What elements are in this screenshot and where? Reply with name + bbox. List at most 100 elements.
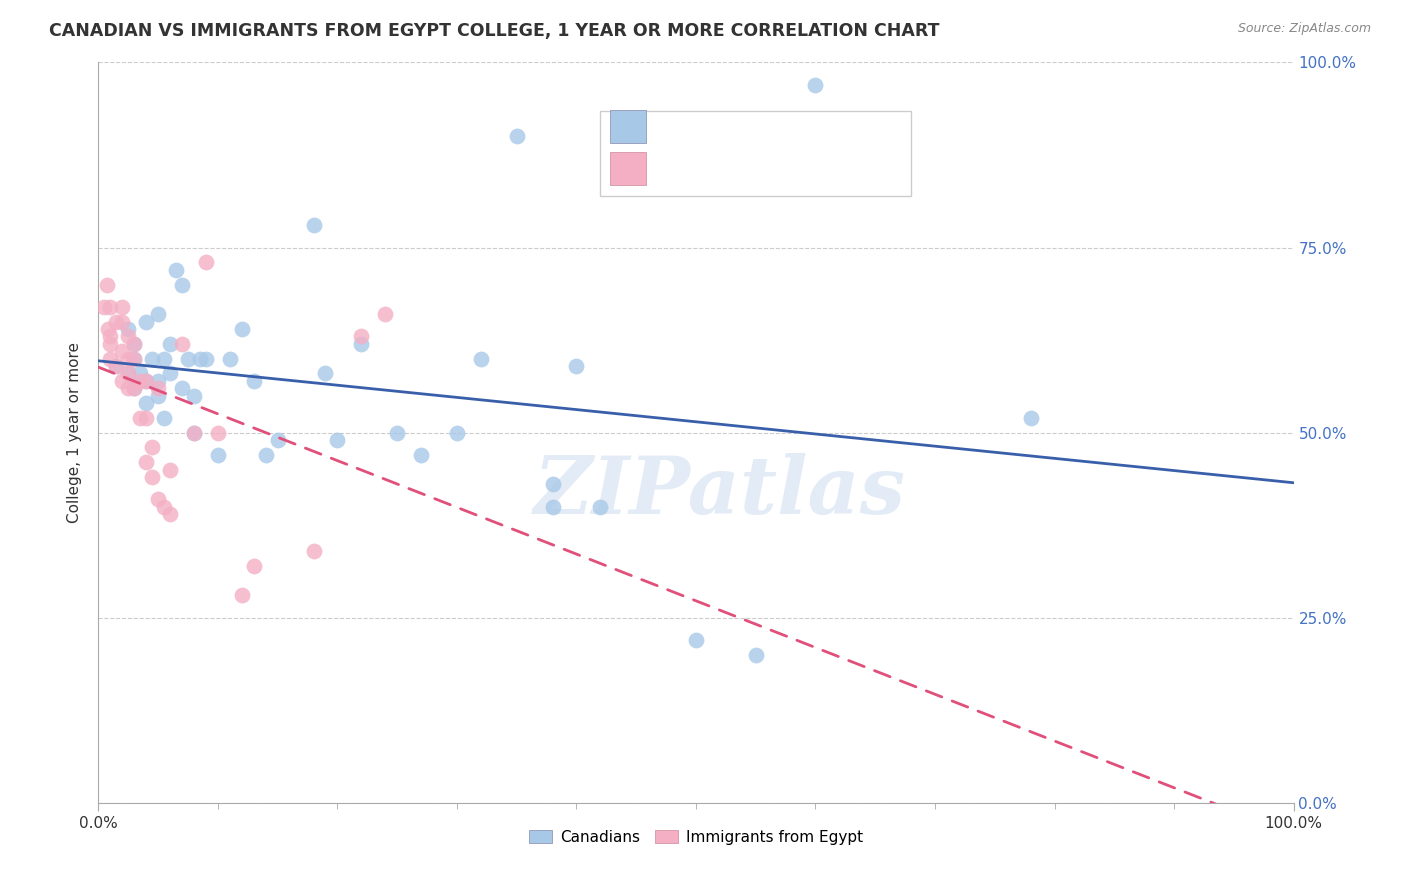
Point	[124, 351, 146, 366]
Text: R =  0.023   N = 41: R = 0.023 N = 41	[658, 160, 848, 178]
Point	[111, 344, 134, 359]
Point	[207, 425, 229, 440]
Point	[135, 396, 157, 410]
Point	[385, 425, 409, 440]
Point	[141, 470, 163, 484]
Point	[105, 314, 128, 328]
Point	[541, 500, 564, 514]
Point	[111, 374, 134, 388]
Point	[302, 219, 325, 233]
Text: R = -0.017   N = 49: R = -0.017 N = 49	[658, 117, 848, 136]
Point	[117, 351, 139, 366]
Point	[117, 322, 139, 336]
Point	[98, 336, 122, 351]
Point	[129, 410, 152, 425]
Point	[188, 351, 211, 366]
Point	[148, 381, 170, 395]
Point	[98, 351, 122, 366]
Point	[135, 374, 157, 388]
Point	[374, 307, 396, 321]
Point	[153, 500, 176, 514]
Point	[98, 329, 122, 343]
Point	[111, 300, 134, 314]
Point	[159, 367, 181, 381]
Point	[411, 448, 433, 462]
Y-axis label: College, 1 year or more: College, 1 year or more	[67, 343, 83, 523]
Point	[685, 632, 707, 647]
Point	[117, 381, 139, 395]
Point	[541, 477, 564, 491]
Point	[153, 410, 176, 425]
Point	[470, 351, 492, 366]
Point	[745, 648, 768, 662]
Point	[165, 262, 187, 277]
FancyBboxPatch shape	[600, 111, 911, 195]
Point	[195, 255, 218, 269]
Point	[153, 351, 176, 366]
Text: CANADIAN VS IMMIGRANTS FROM EGYPT COLLEGE, 1 YEAR OR MORE CORRELATION CHART: CANADIAN VS IMMIGRANTS FROM EGYPT COLLEG…	[49, 22, 939, 40]
Point	[141, 351, 163, 366]
Point	[135, 455, 157, 469]
Point	[183, 425, 205, 440]
Point	[124, 336, 146, 351]
Point	[148, 374, 170, 388]
Point	[135, 410, 157, 425]
Point	[97, 322, 120, 336]
Point	[129, 367, 152, 381]
Point	[141, 441, 163, 455]
Point	[148, 307, 170, 321]
Point	[117, 329, 139, 343]
Point	[135, 314, 157, 328]
Point	[117, 367, 139, 381]
Point	[195, 351, 218, 366]
Point	[315, 367, 337, 381]
Point	[124, 381, 146, 395]
Point	[231, 322, 253, 336]
Text: ZIPatlas: ZIPatlas	[534, 453, 905, 531]
Point	[446, 425, 468, 440]
Point	[124, 381, 146, 395]
Point	[207, 448, 229, 462]
Point	[326, 433, 349, 447]
Point	[1019, 410, 1042, 425]
Point	[177, 351, 200, 366]
Point	[96, 277, 118, 292]
Point	[105, 359, 128, 373]
Point	[148, 492, 170, 507]
Point	[135, 374, 157, 388]
Point	[219, 351, 242, 366]
Bar	[610, 110, 645, 143]
Point	[267, 433, 290, 447]
Bar	[610, 153, 645, 186]
Text: Source: ZipAtlas.com: Source: ZipAtlas.com	[1237, 22, 1371, 36]
Point	[124, 351, 146, 366]
Point	[98, 300, 122, 314]
Point	[243, 374, 266, 388]
Point	[254, 448, 277, 462]
Point	[350, 329, 373, 343]
Point	[159, 336, 181, 351]
Point	[172, 381, 194, 395]
Point	[565, 359, 588, 373]
Point	[183, 425, 205, 440]
Point	[804, 78, 827, 92]
Point	[111, 314, 134, 328]
Point	[159, 507, 181, 521]
Point	[506, 129, 529, 144]
Point	[302, 544, 325, 558]
Point	[117, 367, 139, 381]
Point	[243, 558, 266, 573]
Point	[589, 500, 612, 514]
Point	[159, 462, 181, 476]
Point	[183, 388, 205, 402]
Point	[148, 388, 170, 402]
Point	[105, 359, 128, 373]
Point	[124, 336, 146, 351]
Point	[129, 374, 152, 388]
Point	[172, 336, 194, 351]
Point	[231, 589, 253, 603]
Point	[350, 336, 373, 351]
Legend: Canadians, Immigrants from Egypt: Canadians, Immigrants from Egypt	[523, 823, 869, 851]
Point	[172, 277, 194, 292]
Point	[93, 300, 115, 314]
